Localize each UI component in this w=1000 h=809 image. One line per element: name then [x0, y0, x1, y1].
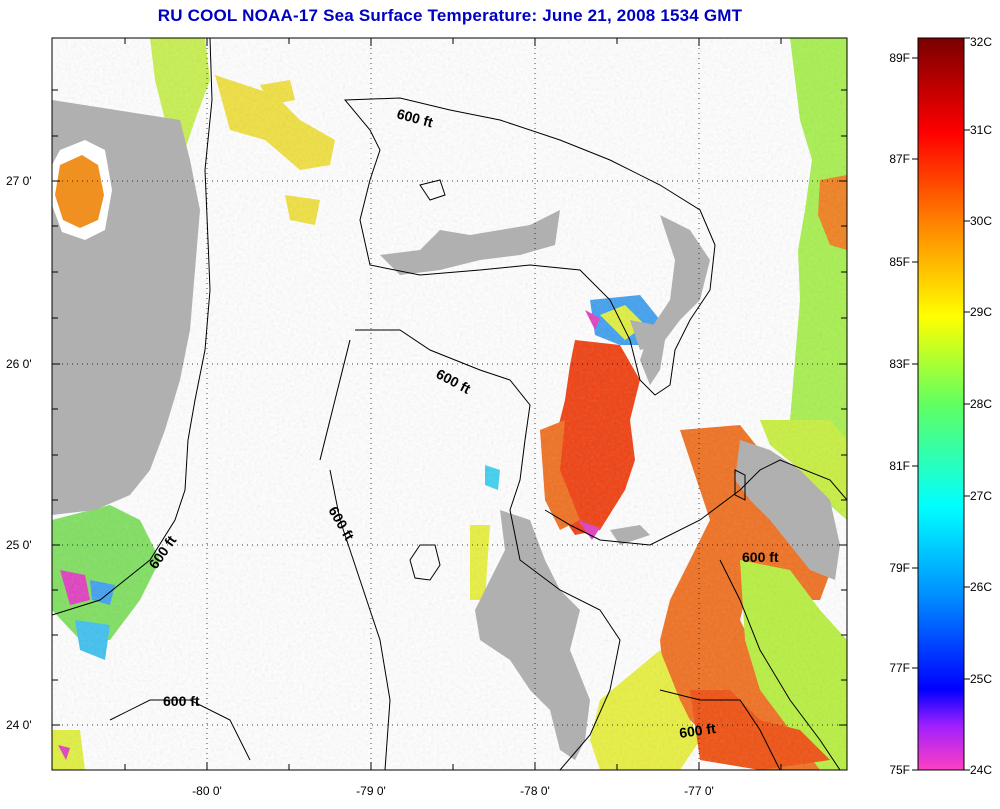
cb-c-30: 30C	[970, 214, 992, 228]
map-title: RU COOL NOAA-17 Sea Surface Temperature:…	[157, 6, 743, 25]
contour-south	[659, 689, 781, 770]
land-layer	[52, 100, 840, 760]
colorbar: 89F 87F 85F 83F 81F 79F 77F 75F 32C 31C …	[889, 35, 992, 777]
longitude-labels: -80 0' -79 0' -78 0' -77 0'	[192, 784, 714, 798]
colorbar-fahrenheit-labels: 89F 87F 85F 83F 81F 79F 77F 75F	[889, 51, 910, 777]
latitude-labels: 27 0' 26 0' 25 0' 24 0'	[6, 174, 32, 732]
land-grand-bahama	[380, 210, 560, 275]
cb-f-77: 77F	[889, 661, 910, 675]
contour-exuma-sound	[719, 559, 841, 770]
cb-f-81: 81F	[889, 459, 910, 473]
cb-f-75: 75F	[889, 763, 910, 777]
cb-c-28: 28C	[970, 397, 992, 411]
cb-f-79: 79F	[889, 561, 910, 575]
map-panel: 600 ft 600 ft 600 ft 600 ft 600 ft 600 f…	[52, 38, 847, 770]
lat-label-26: 26 0'	[6, 357, 32, 371]
lat-label-24: 24 0'	[6, 718, 32, 732]
cb-c-25: 25C	[970, 672, 992, 686]
cb-f-85: 85F	[889, 255, 910, 269]
contour-florida-straits-south	[109, 699, 251, 761]
contour-tongue-of-ocean	[544, 459, 847, 546]
contour-eleuthera-inner	[734, 469, 746, 501]
colorbar-gradient	[917, 37, 965, 771]
contour-little-bahama-bank	[343, 97, 716, 396]
land-exuma-cays	[610, 525, 650, 545]
cb-c-29: 29C	[970, 305, 992, 319]
lon-label-78: -78 0'	[520, 784, 550, 798]
contour-florida-shelf	[52, 38, 213, 616]
lat-label-25: 25 0'	[6, 538, 32, 552]
cb-c-24: 24C	[970, 763, 992, 777]
cb-c-27: 27C	[970, 489, 992, 503]
lon-label-77: -77 0'	[684, 784, 714, 798]
contour-label-exuma: 600 ft	[742, 549, 779, 565]
cb-c-31: 31C	[970, 123, 992, 137]
contour-cay-sal	[319, 339, 351, 461]
lat-label-27: 27 0'	[6, 174, 32, 188]
lon-label-79: -79 0'	[356, 784, 386, 798]
land-eleuthera	[735, 440, 840, 580]
map-gridlines	[52, 38, 847, 770]
cb-f-87: 87F	[889, 152, 910, 166]
cb-c-32: 32C	[970, 35, 992, 49]
map-frame	[51, 37, 848, 771]
contour-small-cay	[409, 544, 441, 581]
cb-f-89: 89F	[889, 51, 910, 65]
land-berry-islands	[630, 320, 660, 350]
contour-small-cay-2	[419, 179, 446, 201]
contour-label-southwest: 600 ft	[163, 693, 200, 709]
contour-cay-sal-south	[329, 469, 391, 770]
cb-c-26: 26C	[970, 580, 992, 594]
contour-great-bahama-bank-west	[355, 329, 621, 770]
colorbar-celsius-labels: 32C 31C 30C 29C 28C 27C 26C 25C 24C	[970, 35, 992, 777]
lon-label-80: -80 0'	[192, 784, 222, 798]
land-andros	[475, 510, 590, 760]
cb-f-83: 83F	[889, 357, 910, 371]
contour-600ft	[52, 38, 847, 770]
